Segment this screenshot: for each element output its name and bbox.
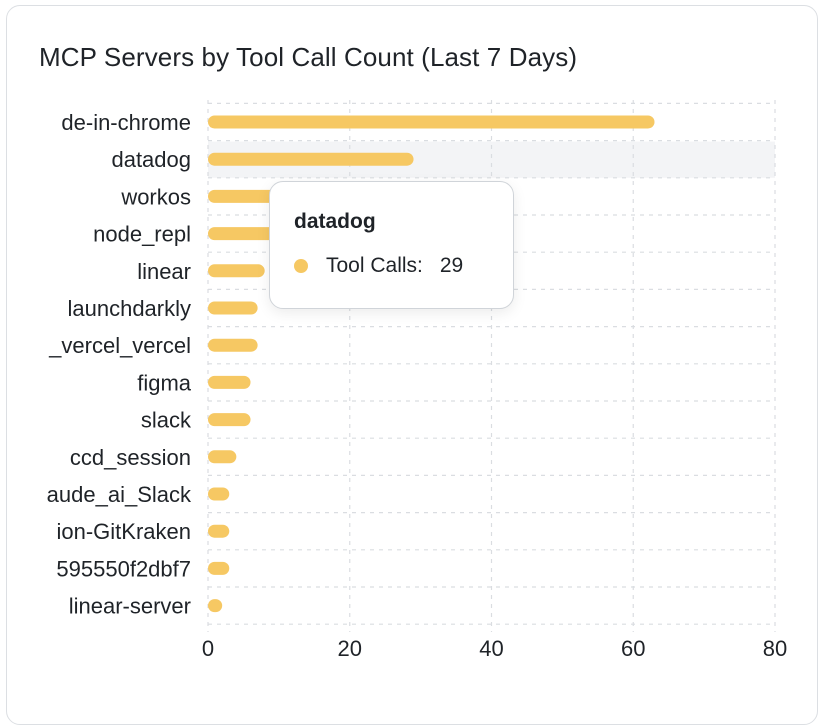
bar-595550f2dbf7 [208,561,230,575]
x-tick-label: 60 [621,636,645,661]
bar-aude_ai_Slack [208,487,230,501]
category-label: aude_ai_Slack [47,482,192,507]
x-tick-label: 80 [763,636,787,661]
bar-workos [208,189,286,203]
category-label: linear-server [69,594,191,619]
bars [208,115,655,613]
category-label: launchdarkly [67,296,191,321]
bar-datadog [208,152,414,166]
tooltip-value: 29 [439,254,464,277]
tooltip-series-label: Tool Calls: [326,254,423,277]
bar-de-in-chrome [208,115,655,129]
chart-tooltip: datadog Tool Calls: 29 [269,181,514,309]
bar-node_repl [208,227,279,241]
category-label: de-in-chrome [61,110,191,135]
bar-chart: de-in-chrome datadog workos node_repllinear… [47,100,787,661]
category-labels: de-in-chrome datadog workos node_repllinear… [47,110,192,619]
category-label: ion-GitKraken [56,519,191,544]
category-label: workos [120,184,191,209]
category-label: datadog [111,147,191,172]
category-label: node_repl [93,222,191,247]
category-label: _vercel_vercel [48,333,191,358]
tooltip-title: datadog [294,210,376,233]
bar-linear-server [208,599,223,613]
bar-ion-GitKraken [208,524,230,538]
category-label: ccd_session [70,445,191,470]
category-label: 595550f2dbf7 [56,556,191,581]
bar-ccd_session [208,450,237,464]
category-label: linear [137,259,191,284]
tooltip-row: Tool Calls: 29 [294,254,489,278]
grid-lines [207,100,776,632]
x-tick-label: 20 [338,636,362,661]
bar-figma [208,375,251,389]
bar-_vercel_vercel [208,338,258,352]
bar-launchdarkly [208,301,258,315]
x-tick-label: 0 [202,636,214,661]
chart-title: MCP Servers by Tool Call Count (Last 7 D… [39,42,578,72]
bar-linear [208,264,265,278]
category-label: figma [137,370,192,395]
category-label: slack [141,408,192,433]
x-tick-label: 40 [479,636,503,661]
series-color-dot [294,259,308,273]
bar-slack [208,413,251,427]
x-tick-labels: 0 20 40 60 80 [202,636,787,661]
